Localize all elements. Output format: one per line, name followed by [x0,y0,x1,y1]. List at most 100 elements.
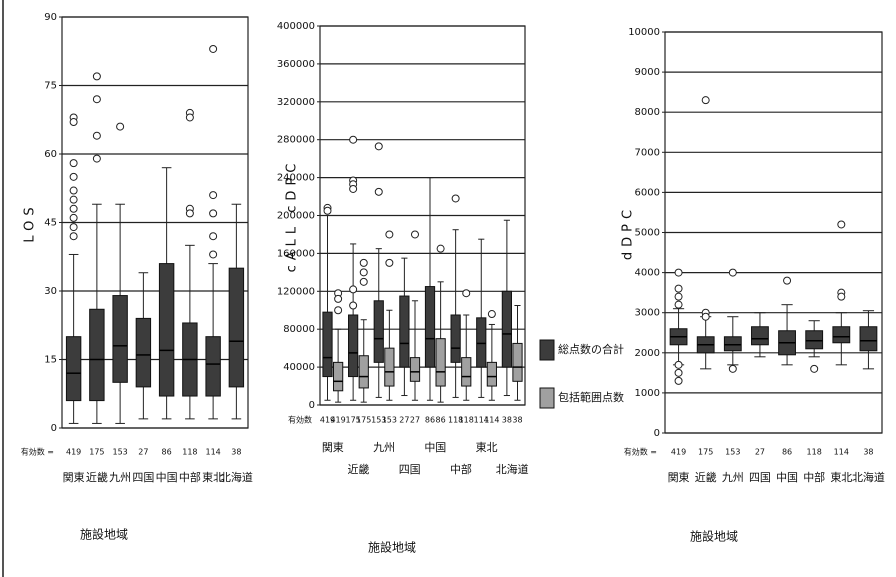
outlier [349,285,358,294]
y-tick-label: 15 [44,355,57,366]
x-axis-label: 施設地域 [690,529,738,544]
box [501,290,512,368]
n-count: 175 [356,416,371,425]
n-label: 有効数 = [21,447,54,457]
n-count: 27 [755,448,765,457]
x-tick-label: 九州 [722,471,744,484]
outlier [487,310,496,319]
outlier [349,301,358,310]
outlier [92,95,101,104]
outlier [701,312,710,321]
outlier [69,232,78,241]
outlier [69,213,78,222]
y-axis-label: dDPC [621,205,636,260]
x-tick-label: 東北 [830,471,852,484]
n-count: 86 [425,416,435,425]
outlier [334,306,343,315]
box [512,342,523,382]
outlier [385,230,394,239]
n-count: 114 [834,448,849,457]
n-count: 118 [459,416,474,425]
box [65,336,82,402]
y-tick-label: 45 [44,218,57,229]
n-count: 27 [399,416,409,425]
outlier [837,220,846,229]
n-count: 175 [89,448,104,457]
n-count: 38 [502,416,512,425]
legend-label: 包括範囲点数 [558,390,624,404]
box [112,295,128,383]
outlier [728,268,737,277]
box [333,361,344,392]
x-tick-label: 関東 [322,441,344,454]
box [805,330,824,350]
x-tick-label: 中国 [424,441,446,454]
x-tick-label: 北海道 [496,462,529,476]
n-count: 153 [725,448,740,457]
box [435,338,446,387]
x-tick-label: 東北 [202,471,224,484]
n-count: 86 [436,416,446,425]
box [424,286,436,368]
y-tick-label: 7000 [635,147,660,158]
legend-swatch [539,387,555,409]
n-count: 38 [231,448,241,457]
y-tick-label: 40000 [283,362,315,373]
outlier [674,376,683,385]
n-count: 175 [698,448,713,457]
n-count: 175 [345,416,360,425]
outlier [359,277,368,286]
outlier [359,268,368,277]
outlier [451,194,460,203]
y-tick-label: 9000 [635,67,660,78]
y-tick-label: 30 [44,286,57,297]
box [322,311,333,378]
n-count: 114 [205,448,220,457]
outlier [462,289,471,298]
y-tick-label: 280000 [277,135,315,146]
outlier [410,230,419,239]
outlier [359,258,368,267]
outlier [374,142,383,151]
n-count: 86 [162,448,172,457]
y-tick-label: 240000 [277,173,315,184]
n-count: 38 [863,448,873,457]
y-tick-label: 0 [309,400,315,411]
x-tick-label: 中部 [179,470,201,484]
outlier [209,191,218,200]
y-tick-label: 400000 [277,21,315,32]
outlier [69,186,78,195]
y-tick-label: 0 [51,423,57,434]
y-axis-label: cALL cDPC [285,159,300,273]
y-tick-label: 320000 [277,97,315,108]
box [486,361,497,387]
n-count: 419 [66,448,81,457]
x-axis-label: 施設地域 [368,540,416,555]
outlier [323,206,332,215]
outlier [92,72,101,81]
y-tick-label: 160000 [277,248,315,259]
outlier [374,187,383,196]
y-tick-label: 60 [44,149,57,160]
n-count: 153 [382,416,397,425]
box [135,317,152,388]
n-count: 38 [512,416,522,425]
y-tick-label: 75 [44,81,57,92]
x-tick-label: 北海道 [220,470,253,484]
legend-label: 総点数の合計 [558,342,624,356]
y-tick-label: 2000 [635,348,660,359]
y-tick-label: 1000 [635,388,660,399]
x-tick-label: 関東 [668,471,690,484]
outlier [334,294,343,303]
box [373,300,384,363]
x-tick-label: 中国 [156,471,178,484]
x-tick-label: 近畿 [347,462,369,476]
outlier [69,195,78,204]
outlier [69,223,78,232]
n-count: 114 [474,416,489,425]
x-tick-label: 関東 [63,471,85,484]
box [158,263,175,397]
outlier [92,131,101,140]
